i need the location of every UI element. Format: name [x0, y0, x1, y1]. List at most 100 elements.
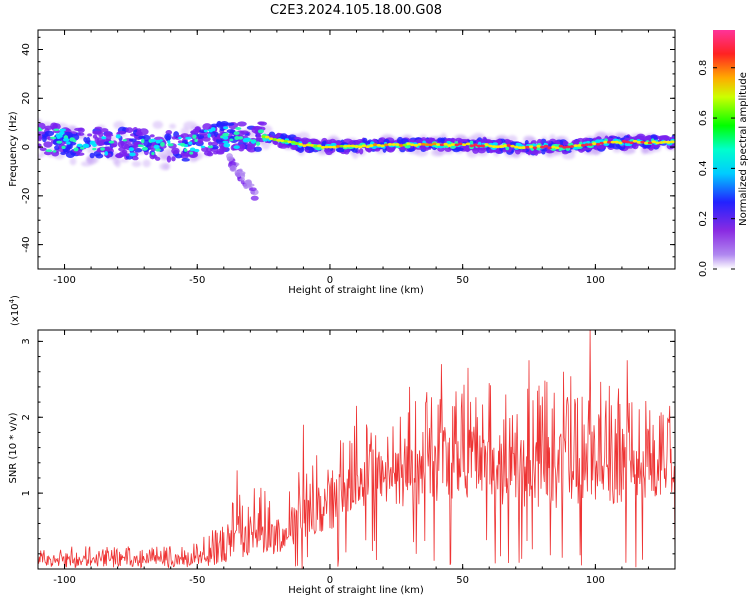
heatmap-cell — [253, 146, 262, 152]
heatmap-cell — [536, 144, 541, 148]
heatmap-cell — [219, 146, 228, 152]
heatmap-cell — [77, 132, 85, 136]
heatmap-cell — [233, 145, 240, 149]
heatmap-cell — [551, 145, 556, 149]
heatmap-cell — [473, 143, 478, 147]
heatmap-cell — [369, 144, 374, 147]
heatmap-cell — [651, 140, 656, 144]
heatmap-cell — [56, 140, 63, 144]
heatmap-cell — [505, 146, 510, 151]
heatmap-cell — [443, 142, 448, 146]
heatmap-cell — [606, 140, 612, 144]
heatmap-cell — [246, 144, 256, 150]
heatmap-cell — [612, 143, 622, 150]
heatmap-cell — [629, 141, 634, 145]
heatmap-cell — [614, 140, 619, 144]
y-tick-label: 40 — [21, 43, 32, 56]
heatmap-cell — [543, 144, 549, 148]
heatmap-cell — [110, 144, 117, 148]
heatmap-cell — [621, 139, 627, 143]
spectrogram-ylabel: Frequency (Hz) — [8, 111, 19, 187]
heatmap-cell — [562, 145, 567, 149]
spectrogram-panel: -100 -50 0 50 100 40 20 0 -20 -40 Height of strai… — [8, 29, 676, 296]
heatmap-cell — [57, 134, 63, 138]
snr-line — [38, 330, 675, 569]
heatmap-cell — [194, 138, 198, 143]
heatmap-cell — [188, 141, 193, 145]
heatmap-cell — [209, 129, 213, 133]
heatmap-cell — [38, 131, 46, 135]
y-tick-label: 0 — [21, 144, 32, 150]
heatmap-cell — [154, 156, 161, 161]
heatmap-cell — [309, 143, 315, 147]
heatmap-cell — [354, 145, 359, 148]
heatmap-cell — [171, 156, 176, 162]
heatmap-cell — [131, 160, 142, 168]
heatmap-cell — [547, 146, 552, 150]
heatmap-cell — [376, 143, 381, 147]
x-tick-label: -100 — [53, 275, 76, 286]
heatmap-cell — [625, 140, 630, 144]
heatmap-cell — [631, 136, 642, 140]
heatmap-cell — [69, 157, 77, 166]
x-tick-label: -50 — [189, 575, 205, 586]
heatmap-cell — [532, 146, 538, 150]
heatmap-cell — [178, 136, 182, 140]
y-tick-label: 3 — [21, 338, 32, 344]
heatmap-cell — [77, 127, 85, 133]
heatmap-cell — [618, 141, 623, 145]
heatmap-cell — [222, 136, 229, 140]
heatmap-cell — [137, 144, 142, 147]
heatmap-cell — [371, 138, 377, 143]
heatmap-cell — [410, 143, 415, 147]
heatmap-cell — [215, 122, 226, 127]
heatmap-cell — [658, 141, 664, 144]
heatmap-cell — [320, 145, 326, 149]
heatmap-cell — [567, 143, 571, 147]
x-tick-label: 50 — [456, 575, 469, 586]
heatmap-cell — [469, 144, 474, 148]
heatmap-cell — [38, 128, 43, 132]
heatmap-cell — [335, 145, 341, 148]
heatmap-cell — [387, 143, 393, 146]
heatmap-cell — [121, 149, 128, 155]
heatmap-cell — [573, 144, 578, 148]
heatmap-cell — [92, 134, 98, 139]
heatmap-cell — [298, 143, 303, 146]
heatmap-cell — [96, 141, 104, 145]
heatmap-cell — [229, 138, 234, 142]
heatmap-cell — [517, 146, 523, 150]
heatmap-cell — [643, 135, 652, 142]
heatmap-cell — [465, 142, 471, 146]
x-tick-label: 0 — [327, 575, 333, 586]
heatmap-cell — [155, 140, 161, 144]
heatmap-cell — [640, 140, 645, 144]
x-tick-label: 100 — [586, 275, 605, 286]
heatmap-cell — [226, 156, 234, 162]
heatmap-cell — [100, 147, 105, 151]
heatmap-cell — [250, 140, 256, 144]
heatmap-cell — [171, 147, 180, 155]
heatmap-cell — [499, 145, 504, 148]
heatmap-cell — [484, 143, 489, 146]
heatmap-cell — [496, 139, 502, 144]
spectrogram-xlabel: Height of straight line (km) — [288, 285, 424, 296]
heatmap-cell — [346, 144, 352, 148]
heatmap-cell — [141, 146, 148, 151]
heatmap-cell — [343, 144, 348, 148]
heatmap-cell — [149, 134, 155, 138]
heatmap-cell — [610, 140, 616, 144]
heatmap-cell — [117, 140, 124, 148]
heatmap-cell — [125, 127, 134, 133]
x-tick-label: 0 — [327, 275, 333, 286]
heatmap-cell — [316, 146, 321, 150]
heatmap-cell — [594, 139, 602, 144]
heatmap-cell — [167, 140, 171, 144]
heatmap-cell — [479, 139, 490, 144]
heatmap-cell — [208, 141, 213, 146]
heatmap-cell — [447, 144, 452, 147]
heatmap-cell — [207, 145, 214, 149]
heatmap-cell — [239, 143, 246, 150]
heatmap-cell — [577, 143, 582, 147]
heatmap-cell — [647, 141, 653, 145]
